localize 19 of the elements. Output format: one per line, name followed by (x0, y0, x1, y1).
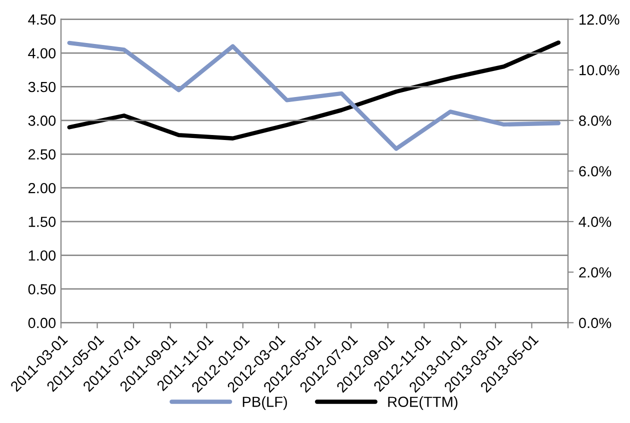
y-tick-label: 2.00 (28, 182, 56, 194)
y-tick-label: 3.00 (28, 116, 56, 126)
legend-label: ROE(TTM) (388, 396, 458, 410)
y2-tick-label: 0.0% (578, 318, 612, 328)
y2-tick-label: 2.0% (579, 267, 612, 278)
legend-label: PB(LF) (242, 396, 287, 410)
y-tick-label: 1.00 (28, 250, 56, 261)
y-tick-label: 4.50 (28, 14, 56, 25)
y-tick-label: 0.00 (28, 318, 56, 328)
y-tick-label: 3.50 (28, 82, 56, 92)
y2-tick-label: 6.0% (579, 166, 612, 176)
y2-tick-label: 12.0% (580, 14, 620, 25)
y2-tick-label: 4.0% (578, 216, 612, 227)
y-tick-label: 0.50 (28, 284, 56, 294)
y2-tick-label: 10.0% (580, 64, 620, 76)
y-tick-label: 2.50 (28, 149, 56, 160)
y-tick-label: 4.00 (28, 48, 56, 58)
y2-tick-label: 8.0% (579, 116, 612, 126)
y-tick-label: 1.50 (28, 216, 56, 227)
